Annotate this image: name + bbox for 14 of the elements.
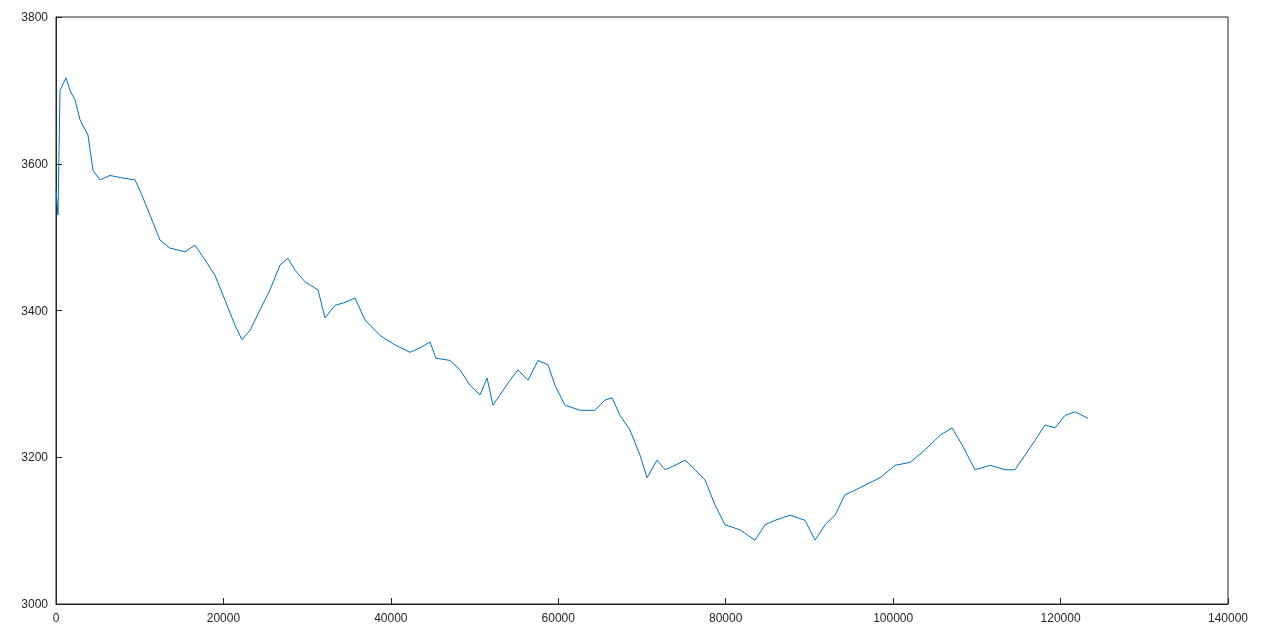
x-tick-label: 80000 [709,611,743,625]
y-tick-label: 3000 [21,597,49,611]
x-tick-label: 40000 [374,611,408,625]
y-tick-label: 3800 [21,10,49,24]
y-tick-label: 3400 [21,303,49,318]
x-tick-label: 60000 [541,611,576,625]
x-tick-label: 0 [52,611,60,625]
line-series [55,77,1089,541]
x-tick-label: 140000 [1207,611,1249,625]
y-tick-label: 3600 [21,156,49,171]
y-tick-label: 3200 [21,450,49,465]
x-tick-label: 20000 [206,611,241,625]
x-tick-label: 120000 [1040,611,1081,625]
x-tick-label: 100000 [873,611,914,625]
